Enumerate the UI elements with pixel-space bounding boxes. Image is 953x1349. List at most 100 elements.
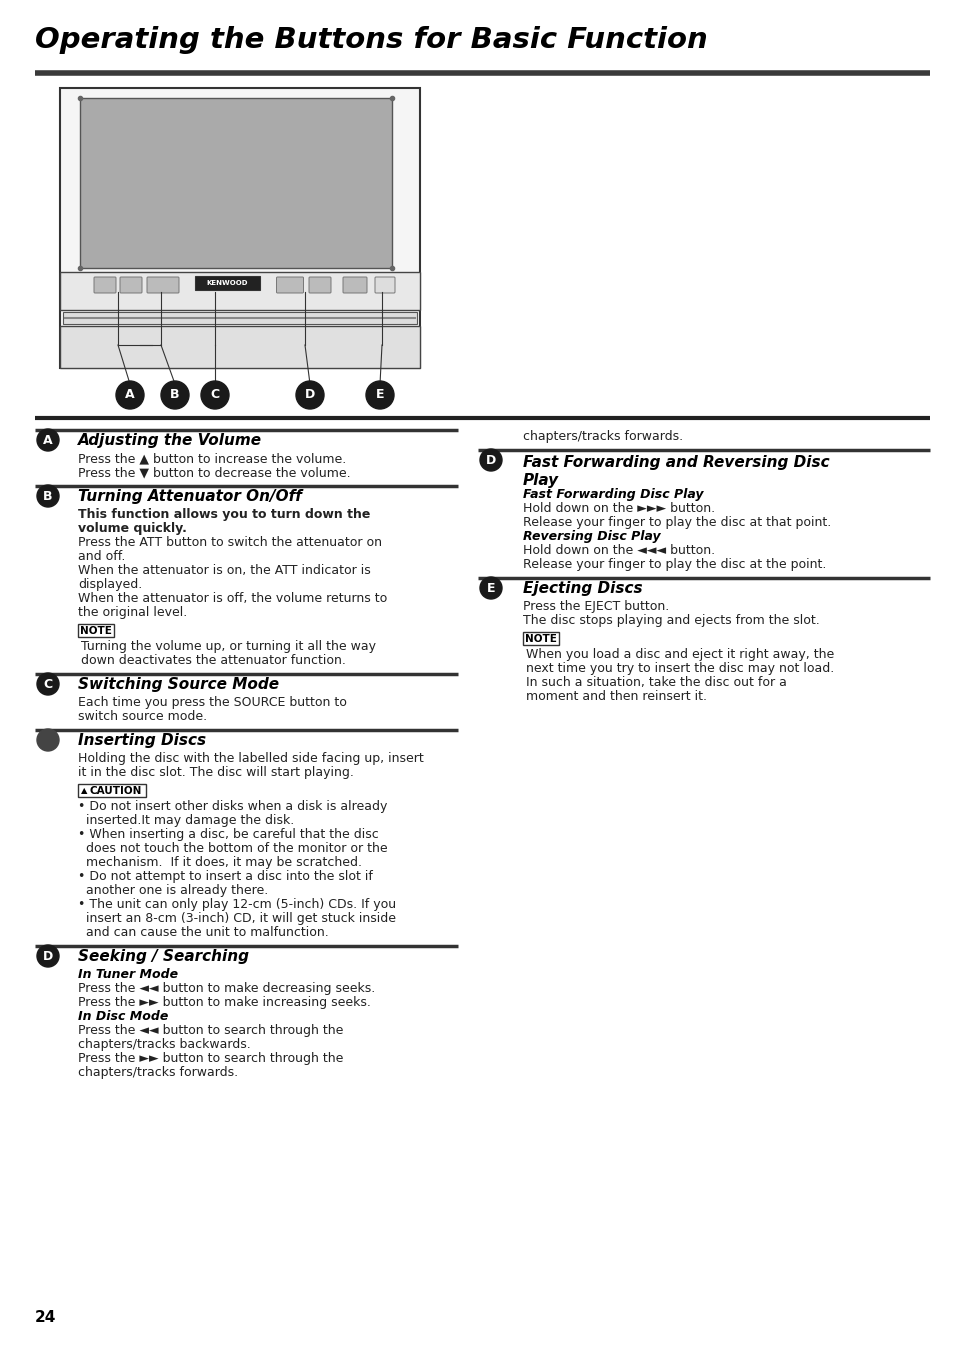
Bar <box>63 312 416 324</box>
Text: In Disc Mode: In Disc Mode <box>78 1010 168 1023</box>
Circle shape <box>295 380 324 409</box>
Circle shape <box>161 380 189 409</box>
Text: A: A <box>43 433 52 447</box>
Text: Press the ►► button to make increasing seeks.: Press the ►► button to make increasing s… <box>78 996 371 1009</box>
Bar <box>80 98 392 268</box>
Text: Switching Source Mode: Switching Source Mode <box>78 676 279 692</box>
Text: E: E <box>486 581 495 595</box>
Text: KENWOOD: KENWOOD <box>206 281 248 286</box>
Text: Turning the volume up, or turning it all the way: Turning the volume up, or turning it all… <box>81 639 375 653</box>
Text: D: D <box>485 453 496 467</box>
Circle shape <box>479 449 501 471</box>
Text: Operating the Buttons for Basic Function: Operating the Buttons for Basic Function <box>35 26 707 54</box>
FancyBboxPatch shape <box>309 277 331 293</box>
Text: Hold down on the ◄◄◄ button.: Hold down on the ◄◄◄ button. <box>522 544 715 557</box>
Text: Turning Attenuator On/Off: Turning Attenuator On/Off <box>78 488 301 503</box>
Text: In such a situation, take the disc out for a: In such a situation, take the disc out f… <box>525 676 786 689</box>
Text: it in the disc slot. The disc will start playing.: it in the disc slot. The disc will start… <box>78 766 354 778</box>
Text: Hold down on the ►►► button.: Hold down on the ►►► button. <box>522 502 715 515</box>
Text: In Tuner Mode: In Tuner Mode <box>78 969 178 981</box>
Text: volume quickly.: volume quickly. <box>78 522 187 536</box>
Text: When you load a disc and eject it right away, the: When you load a disc and eject it right … <box>525 648 833 661</box>
Text: NOTE: NOTE <box>524 634 557 643</box>
Text: Ejecting Discs: Ejecting Discs <box>522 580 642 595</box>
Text: inserted.It may damage the disk.: inserted.It may damage the disk. <box>86 813 294 827</box>
Text: Holding the disc with the labelled side facing up, insert: Holding the disc with the labelled side … <box>78 751 423 765</box>
Text: Adjusting the Volume: Adjusting the Volume <box>78 433 262 448</box>
Text: and can cause the unit to malfunction.: and can cause the unit to malfunction. <box>86 925 329 939</box>
Circle shape <box>201 380 229 409</box>
Text: another one is already there.: another one is already there. <box>86 884 268 897</box>
Text: D: D <box>43 950 53 962</box>
Bar <box>60 88 419 368</box>
Text: Release your finger to play the disc at that point.: Release your finger to play the disc at … <box>522 517 830 529</box>
Circle shape <box>37 486 59 507</box>
Bar <box>78 784 146 797</box>
Bar <box>194 277 260 290</box>
Circle shape <box>37 673 59 695</box>
Text: E: E <box>375 389 384 402</box>
Circle shape <box>479 577 501 599</box>
Text: and off.: and off. <box>78 550 125 563</box>
Text: NOTE: NOTE <box>80 626 112 635</box>
Text: C: C <box>211 389 219 402</box>
Text: Play: Play <box>522 473 558 488</box>
Text: D: D <box>305 389 314 402</box>
Text: The disc stops playing and ejects from the slot.: The disc stops playing and ejects from t… <box>522 614 819 627</box>
Text: B: B <box>43 490 52 502</box>
Text: When the attenuator is on, the ATT indicator is: When the attenuator is on, the ATT indic… <box>78 564 371 577</box>
FancyBboxPatch shape <box>120 277 142 293</box>
Text: Fast Forwarding and Reversing Disc: Fast Forwarding and Reversing Disc <box>522 455 829 469</box>
Bar <box>60 272 419 310</box>
Text: switch source mode.: switch source mode. <box>78 710 207 723</box>
Text: CAUTION: CAUTION <box>90 785 142 796</box>
Bar <box>60 326 419 368</box>
FancyBboxPatch shape <box>276 277 303 293</box>
FancyBboxPatch shape <box>343 277 367 293</box>
Text: chapters/tracks backwards.: chapters/tracks backwards. <box>78 1037 251 1051</box>
Circle shape <box>37 946 59 967</box>
Text: ▲: ▲ <box>81 786 88 795</box>
Circle shape <box>366 380 394 409</box>
Circle shape <box>37 728 59 751</box>
Text: • When inserting a disc, be careful that the disc: • When inserting a disc, be careful that… <box>78 828 378 840</box>
Text: insert an 8-cm (3-inch) CD, it will get stuck inside: insert an 8-cm (3-inch) CD, it will get … <box>86 912 395 925</box>
Circle shape <box>116 380 144 409</box>
Text: A: A <box>125 389 134 402</box>
Text: This function allows you to turn down the: This function allows you to turn down th… <box>78 509 370 521</box>
Text: Press the ►► button to search through the: Press the ►► button to search through th… <box>78 1052 343 1064</box>
Text: Each time you press the SOURCE button to: Each time you press the SOURCE button to <box>78 696 347 710</box>
Text: next time you try to insert the disc may not load.: next time you try to insert the disc may… <box>525 662 833 674</box>
Text: Reversing Disc Play: Reversing Disc Play <box>522 530 659 544</box>
Text: chapters/tracks forwards.: chapters/tracks forwards. <box>522 430 682 442</box>
Text: • Do not attempt to insert a disc into the slot if: • Do not attempt to insert a disc into t… <box>78 870 373 884</box>
FancyBboxPatch shape <box>94 277 116 293</box>
Text: Press the EJECT button.: Press the EJECT button. <box>522 600 669 612</box>
Text: Press the ATT button to switch the attenuator on: Press the ATT button to switch the atten… <box>78 536 381 549</box>
Text: down deactivates the attenuator function.: down deactivates the attenuator function… <box>81 654 346 666</box>
Text: does not touch the bottom of the monitor or the: does not touch the bottom of the monitor… <box>86 842 387 855</box>
Text: Seeking / Searching: Seeking / Searching <box>78 948 249 963</box>
Text: Press the ▲ button to increase the volume.: Press the ▲ button to increase the volum… <box>78 452 346 465</box>
Text: Inserting Discs: Inserting Discs <box>78 733 206 747</box>
FancyBboxPatch shape <box>375 277 395 293</box>
Bar <box>78 625 113 637</box>
Text: 24: 24 <box>35 1310 56 1325</box>
FancyBboxPatch shape <box>147 277 179 293</box>
Text: B: B <box>170 389 179 402</box>
Text: mechanism.  If it does, it may be scratched.: mechanism. If it does, it may be scratch… <box>86 857 361 869</box>
Text: displayed.: displayed. <box>78 577 142 591</box>
Text: • Do not insert other disks when a disk is already: • Do not insert other disks when a disk … <box>78 800 387 813</box>
Text: moment and then reinsert it.: moment and then reinsert it. <box>525 689 706 703</box>
Text: the original level.: the original level. <box>78 606 187 619</box>
Text: Release your finger to play the disc at the point.: Release your finger to play the disc at … <box>522 558 825 571</box>
Text: • The unit can only play 12-cm (5-inch) CDs. If you: • The unit can only play 12-cm (5-inch) … <box>78 898 395 911</box>
Text: chapters/tracks forwards.: chapters/tracks forwards. <box>78 1066 238 1079</box>
Text: Press the ▼ button to decrease the volume.: Press the ▼ button to decrease the volum… <box>78 465 351 479</box>
Bar <box>522 631 558 645</box>
Text: Press the ◄◄ button to search through the: Press the ◄◄ button to search through th… <box>78 1024 343 1037</box>
Text: When the attenuator is off, the volume returns to: When the attenuator is off, the volume r… <box>78 592 387 604</box>
Text: Fast Forwarding Disc Play: Fast Forwarding Disc Play <box>522 488 702 500</box>
Circle shape <box>37 429 59 451</box>
Text: C: C <box>44 677 52 691</box>
